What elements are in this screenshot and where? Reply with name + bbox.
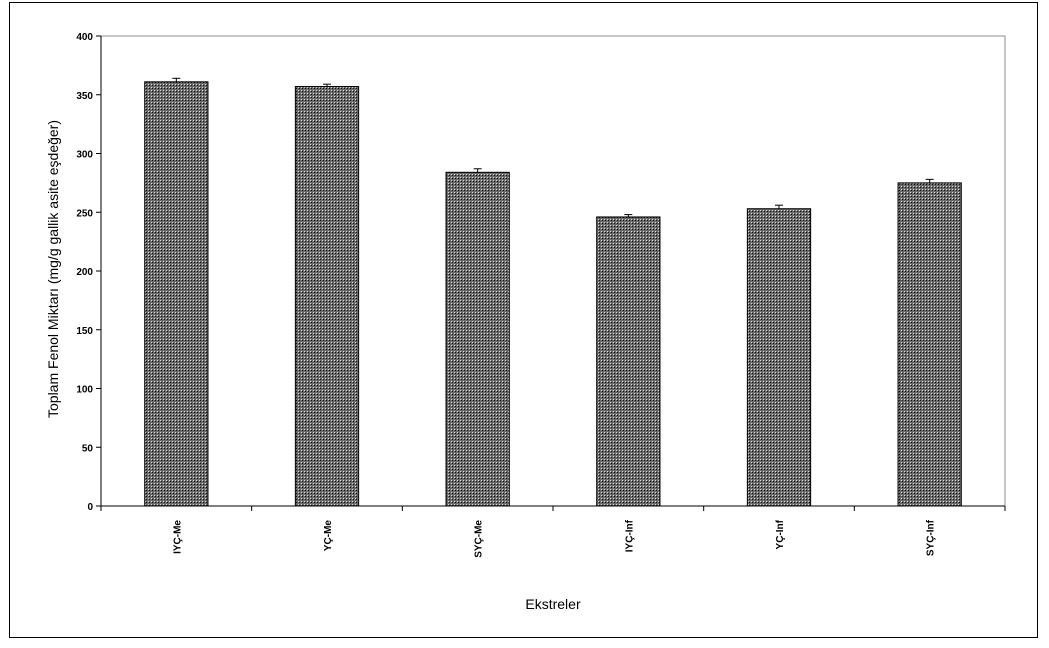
labels-layer: 0 50 100 150 200 250 300 350 400 IYÇ-Me YÇ-Me SYÇ-M…: [76, 32, 936, 558]
axis-layer: [96, 35, 1006, 511]
y-tick-label: 0: [87, 502, 93, 513]
x-tick-label: SYÇ-Me: [474, 520, 485, 558]
x-tick-label: SYÇ-Inf: [926, 519, 937, 556]
bar: [897, 182, 962, 507]
x-tick-label: IYÇ-Inf: [624, 519, 635, 552]
y-tick-label: 150: [76, 326, 93, 337]
y-tick-label: 50: [82, 443, 94, 454]
bar: [746, 208, 812, 507]
y-tick-label: 250: [76, 208, 93, 219]
chart-frame: 0 50 100 150 200 250 300 350 400 IYÇ-Me YÇ-Me SYÇ-M…: [9, 2, 1038, 638]
x-tick-label: YÇ-Inf: [775, 519, 786, 549]
x-axis-title: Ekstreler: [525, 596, 581, 612]
y-tick-label: 400: [76, 32, 93, 43]
bar: [144, 81, 209, 507]
y-tick-label: 100: [76, 385, 93, 396]
y-tick-label: 200: [76, 267, 93, 278]
plot-area: [100, 35, 1006, 507]
y-tick-label: 300: [76, 150, 93, 161]
bar: [445, 171, 510, 507]
bar-chart: 0 50 100 150 200 250 300 350 400 IYÇ-Me YÇ-Me SYÇ-M…: [45, 32, 1006, 612]
x-tick-label: YÇ-Me: [323, 520, 334, 552]
bar: [294, 86, 360, 507]
bars-layer: [144, 77, 962, 507]
bar: [596, 216, 661, 507]
x-tick-label: IYÇ-Me: [172, 520, 183, 554]
y-tick-label: 350: [76, 91, 93, 102]
y-axis-title: Toplam Fenol Miktarı (mg/g gallik asite …: [45, 120, 61, 418]
